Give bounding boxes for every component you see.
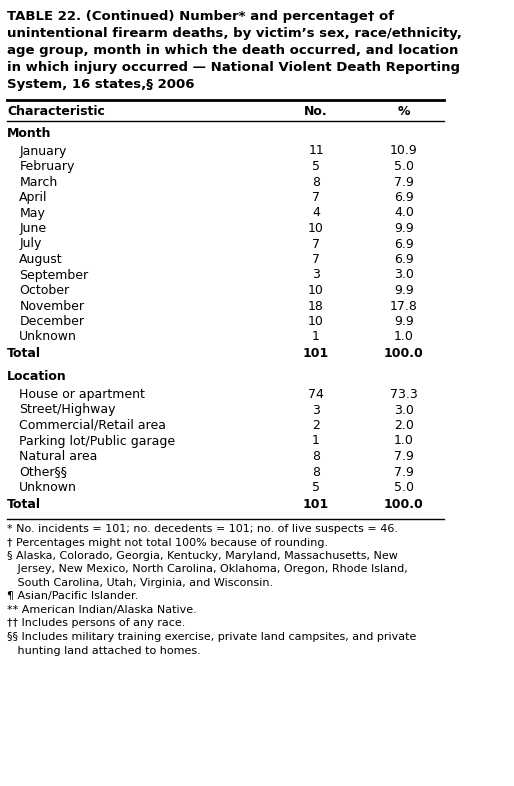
Text: South Carolina, Utah, Virginia, and Wisconsin.: South Carolina, Utah, Virginia, and Wisc… (7, 578, 273, 588)
Text: 1: 1 (312, 330, 320, 343)
Text: † Percentages might not total 100% because of rounding.: † Percentages might not total 100% becau… (7, 538, 328, 548)
Text: 10: 10 (308, 222, 324, 235)
Text: §§ Includes military training exercise, private land campsites, and private: §§ Includes military training exercise, … (7, 632, 416, 642)
Text: 10: 10 (308, 315, 324, 328)
Text: 7.9: 7.9 (394, 450, 414, 463)
Text: Location: Location (7, 370, 67, 384)
Text: 1: 1 (312, 435, 320, 447)
Text: in which injury occurred — National Violent Death Reporting: in which injury occurred — National Viol… (7, 61, 460, 74)
Text: 74: 74 (308, 388, 324, 401)
Text: 5.0: 5.0 (394, 160, 414, 173)
Text: April: April (20, 191, 48, 204)
Text: Parking lot/Public garage: Parking lot/Public garage (20, 435, 175, 447)
Text: September: September (20, 269, 88, 281)
Text: †† Includes persons of any race.: †† Includes persons of any race. (7, 619, 186, 629)
Text: 6.9: 6.9 (394, 191, 414, 204)
Text: 2: 2 (312, 419, 320, 432)
Text: 101: 101 (303, 498, 329, 510)
Text: hunting land attached to homes.: hunting land attached to homes. (7, 645, 201, 656)
Text: 3.0: 3.0 (394, 403, 414, 417)
Text: December: December (20, 315, 84, 328)
Text: November: November (20, 299, 84, 313)
Text: 7.9: 7.9 (394, 175, 414, 189)
Text: 2.0: 2.0 (394, 419, 414, 432)
Text: 3.0: 3.0 (394, 269, 414, 281)
Text: Total: Total (7, 498, 41, 510)
Text: age group, month in which the death occurred, and location: age group, month in which the death occu… (7, 44, 458, 57)
Text: August: August (20, 253, 63, 266)
Text: June: June (20, 222, 46, 235)
Text: 9.9: 9.9 (394, 284, 414, 297)
Text: Street/Highway: Street/Highway (20, 403, 116, 417)
Text: March: March (20, 175, 58, 189)
Text: unintentional firearm deaths, by victim’s sex, race/ethnicity,: unintentional firearm deaths, by victim’… (7, 27, 462, 40)
Text: 1.0: 1.0 (394, 330, 414, 343)
Text: 5.0: 5.0 (394, 481, 414, 494)
Text: 7: 7 (312, 237, 320, 251)
Text: 18: 18 (308, 299, 324, 313)
Text: 11: 11 (308, 145, 324, 157)
Text: 7.9: 7.9 (394, 465, 414, 479)
Text: 3: 3 (312, 269, 320, 281)
Text: 100.0: 100.0 (384, 347, 424, 360)
Text: Jersey, New Mexico, North Carolina, Oklahoma, Oregon, Rhode Island,: Jersey, New Mexico, North Carolina, Okla… (7, 564, 408, 575)
Text: Unknown: Unknown (20, 481, 77, 494)
Text: 73.3: 73.3 (390, 388, 418, 401)
Text: 3: 3 (312, 403, 320, 417)
Text: No.: No. (304, 105, 328, 118)
Text: ¶ Asian/Pacific Islander.: ¶ Asian/Pacific Islander. (7, 592, 138, 601)
Text: October: October (20, 284, 69, 297)
Text: January: January (20, 145, 67, 157)
Text: TABLE 22. (Continued) Number* and percentage† of: TABLE 22. (Continued) Number* and percen… (7, 10, 394, 23)
Text: Month: Month (7, 127, 51, 140)
Text: May: May (20, 207, 45, 219)
Text: System, 16 states,§ 2006: System, 16 states,§ 2006 (7, 78, 194, 91)
Text: %: % (398, 105, 410, 118)
Text: 6.9: 6.9 (394, 253, 414, 266)
Text: 100.0: 100.0 (384, 498, 424, 510)
Text: Total: Total (7, 347, 41, 360)
Text: ** American Indian/Alaska Native.: ** American Indian/Alaska Native. (7, 605, 197, 615)
Text: July: July (20, 237, 42, 251)
Text: 9.9: 9.9 (394, 222, 414, 235)
Text: Characteristic: Characteristic (7, 105, 105, 118)
Text: 4.0: 4.0 (394, 207, 414, 219)
Text: 101: 101 (303, 347, 329, 360)
Text: February: February (20, 160, 75, 173)
Text: 17.8: 17.8 (390, 299, 418, 313)
Text: 1.0: 1.0 (394, 435, 414, 447)
Text: 4: 4 (312, 207, 320, 219)
Text: 8: 8 (312, 175, 320, 189)
Text: 8: 8 (312, 465, 320, 479)
Text: § Alaska, Colorado, Georgia, Kentucky, Maryland, Massachusetts, New: § Alaska, Colorado, Georgia, Kentucky, M… (7, 551, 398, 561)
Text: 6.9: 6.9 (394, 237, 414, 251)
Text: 10: 10 (308, 284, 324, 297)
Text: 9.9: 9.9 (394, 315, 414, 328)
Text: 5: 5 (312, 160, 320, 173)
Text: Unknown: Unknown (20, 330, 77, 343)
Text: Other§§: Other§§ (20, 465, 67, 479)
Text: 7: 7 (312, 191, 320, 204)
Text: Commercial/Retail area: Commercial/Retail area (20, 419, 167, 432)
Text: * No. incidents = 101; no. decedents = 101; no. of live suspects = 46.: * No. incidents = 101; no. decedents = 1… (7, 524, 398, 534)
Text: House or apartment: House or apartment (20, 388, 145, 401)
Text: 5: 5 (312, 481, 320, 494)
Text: 10.9: 10.9 (390, 145, 418, 157)
Text: 8: 8 (312, 450, 320, 463)
Text: 7: 7 (312, 253, 320, 266)
Text: Natural area: Natural area (20, 450, 98, 463)
